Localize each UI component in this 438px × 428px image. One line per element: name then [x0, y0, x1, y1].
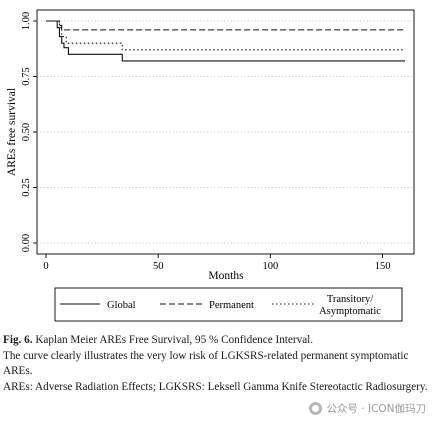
x-axis-label: Months — [208, 270, 244, 282]
series-line-transitory — [46, 20, 405, 51]
y-tick-label-2: 0.50 — [21, 123, 32, 141]
legend-label-0: Global — [107, 300, 136, 311]
series-line-permanent — [46, 20, 405, 31]
legend-label-1: Permanent — [209, 300, 254, 311]
x-tick-label-1: 50 — [153, 261, 164, 272]
caption-title-line: Fig. 6. Kaplan Meier AREs Free Survival,… — [3, 333, 433, 349]
caption-title: Kaplan Meier AREs Free Survival, 95 % Co… — [35, 334, 314, 346]
figure-label: Fig. 6. — [3, 334, 33, 346]
wechat-icon — [309, 402, 323, 415]
axes: 0.00 0.25 0.50 0.75 1.00 0 50 100 150 — [21, 12, 390, 272]
x-tick-label-0: 0 — [43, 261, 48, 272]
legend-frame — [54, 287, 403, 322]
y-tick-label-4: 1.00 — [21, 12, 32, 30]
y-tick-label-3: 0.75 — [21, 67, 32, 85]
watermark: 公众号 · ICON伽玛刀 — [309, 401, 426, 416]
x-tick-label-3: 150 — [375, 261, 391, 272]
legend-label-2: Transitory/Asymptomatic — [319, 294, 381, 317]
y-axis-label: AREs free survival — [6, 88, 18, 176]
watermark-text: 公众号 · ICON伽玛刀 — [326, 403, 426, 415]
legend: Global Permanent Transitory/Asymptomatic — [54, 287, 403, 322]
series-line-global — [46, 20, 405, 62]
kaplan-meier-chart: 0.00 0.25 0.50 0.75 1.00 0 50 100 150 Months ARE… — [6, 9, 415, 322]
survival-curves — [46, 20, 405, 62]
y-tick-label-1: 0.25 — [21, 178, 32, 196]
figure-caption: Fig. 6. Kaplan Meier AREs Free Survival,… — [3, 333, 433, 395]
caption-abbreviations: AREs: Adverse Radiation Effects; LGKSRS:… — [3, 380, 428, 393]
x-tick-label-2: 100 — [263, 261, 279, 272]
caption-description: The curve clearly illustrates the very l… — [3, 349, 409, 378]
y-tick-label-0: 0.00 — [21, 234, 32, 252]
